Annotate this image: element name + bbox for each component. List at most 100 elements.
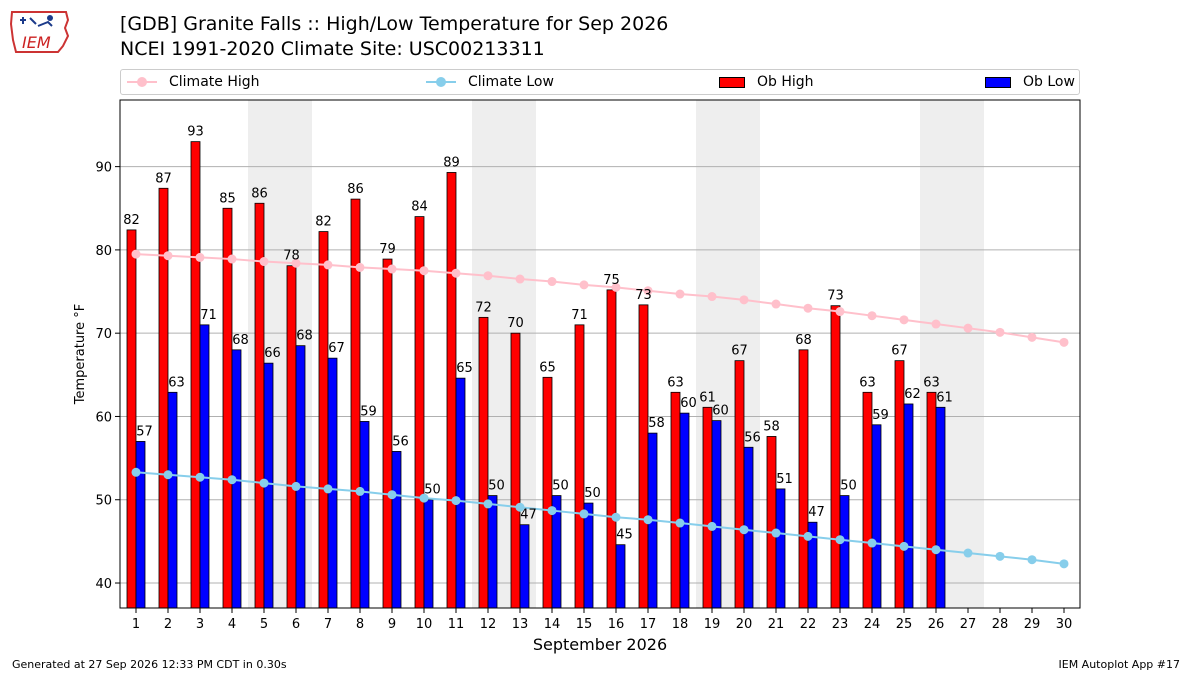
iem-logo: IEM <box>8 6 72 58</box>
ob-low-value-label: 50 <box>840 479 857 494</box>
y-tick-label: 60 <box>95 410 112 425</box>
ob-low-value-label: 68 <box>296 329 313 344</box>
ob-high-bar <box>382 258 393 609</box>
legend-swatch-ob-low <box>985 76 1011 88</box>
ob-low-value-label: 66 <box>264 346 281 361</box>
ob-low-value-label: 56 <box>392 434 409 449</box>
ob-high-value-label: 63 <box>859 375 876 390</box>
ob-high-value-label: 82 <box>123 213 140 228</box>
x-tick-label: 15 <box>576 617 593 632</box>
climate-low-point <box>611 512 621 522</box>
legend: Climate High Climate Low Ob High Ob Low <box>120 69 1080 95</box>
ob-high-value-label: 58 <box>763 419 780 434</box>
climate-high-point <box>579 280 589 290</box>
climate-high-point <box>515 274 525 284</box>
legend-item-climate-high: Climate High <box>127 73 260 91</box>
climate-low-point <box>547 506 557 516</box>
climate-high-point <box>259 257 269 267</box>
logo-text: IEM <box>22 33 51 52</box>
ob-low-value-label: 50 <box>488 479 505 494</box>
climate-low-point <box>899 541 909 551</box>
ob-low-bar <box>775 488 786 609</box>
autoplot-app-label: IEM Autoplot App #17 <box>1058 658 1181 671</box>
x-tick-label: 11 <box>448 617 465 632</box>
ob-high-bar <box>510 332 521 609</box>
x-tick-label: 13 <box>512 617 529 632</box>
legend-swatch-climate-low <box>426 77 456 87</box>
y-axis-label: Temperature °F <box>73 304 88 405</box>
climate-high-point <box>323 260 333 270</box>
ob-high-value-label: 73 <box>635 288 652 303</box>
ob-high-bar <box>190 141 201 609</box>
x-tick-label: 21 <box>768 617 785 632</box>
climate-low-point <box>995 551 1005 561</box>
climate-low-point <box>259 478 269 488</box>
climate-high-point <box>291 258 301 268</box>
plot-frame <box>119 99 1081 609</box>
x-tick-label: 26 <box>928 617 945 632</box>
ob-high-value-label: 87 <box>155 171 172 186</box>
ob-low-bar <box>519 524 530 609</box>
ob-high-bar <box>862 391 873 609</box>
climate-low-point <box>483 499 493 509</box>
climate-high-point <box>387 264 397 274</box>
generated-timestamp: Generated at 27 Sep 2026 12:33 PM CDT in… <box>12 658 287 671</box>
climate-low-line <box>135 471 1065 565</box>
ob-low-value-label: 62 <box>904 387 921 402</box>
ob-high-value-label: 72 <box>475 300 492 315</box>
ob-low-bar <box>423 499 434 609</box>
ob-high-bar <box>926 391 937 609</box>
x-tick-label: 20 <box>736 617 753 632</box>
ob-high-value-label: 93 <box>187 125 204 140</box>
ob-low-value-label: 71 <box>200 308 217 323</box>
climate-low-point <box>931 545 941 555</box>
climate-high-point <box>611 282 621 292</box>
x-tick-label: 10 <box>416 617 433 632</box>
climate-high-line <box>135 253 1065 344</box>
ob-low-bar <box>871 424 882 609</box>
climate-low-point <box>835 535 845 545</box>
x-axis-label: September 2026 <box>533 635 667 654</box>
y-tick-label: 70 <box>95 327 112 342</box>
legend-label-climate-low: Climate Low <box>468 74 554 90</box>
x-tick-label: 1 <box>132 617 140 632</box>
climate-high-point <box>355 262 365 272</box>
climate-high-point <box>419 266 429 276</box>
climate-high-point <box>483 271 493 281</box>
ob-low-bar <box>135 441 146 609</box>
x-tick-label: 14 <box>544 617 561 632</box>
ob-high-value-label: 86 <box>347 182 364 197</box>
ob-high-bar <box>542 376 553 609</box>
climate-high-point <box>547 277 557 287</box>
ob-low-bar <box>391 451 402 609</box>
climate-low-point <box>675 518 685 528</box>
climate-high-point <box>899 315 909 325</box>
ob-low-value-label: 56 <box>744 430 761 445</box>
title-line-2: NCEI 1991-2020 Climate Site: USC00213311 <box>120 38 545 60</box>
climate-high-point <box>867 311 877 321</box>
climate-high-point <box>963 323 973 333</box>
ob-high-bar <box>286 265 297 609</box>
x-tick-label: 29 <box>1024 617 1041 632</box>
ob-low-value-label: 59 <box>360 404 377 419</box>
ob-low-bar <box>583 502 594 609</box>
ob-high-bar <box>478 316 489 609</box>
ob-high-bar <box>158 187 169 609</box>
ob-high-value-label: 78 <box>283 249 300 264</box>
ob-high-bar <box>606 289 617 609</box>
climate-high-point <box>803 303 813 313</box>
ob-low-value-label: 50 <box>424 483 441 498</box>
ob-low-bar <box>615 544 626 609</box>
ob-high-value-label: 89 <box>443 155 460 170</box>
y-tick-label: 80 <box>95 244 112 259</box>
ob-high-bar <box>766 436 777 609</box>
climate-high-point <box>451 268 461 278</box>
ob-high-value-label: 63 <box>923 375 940 390</box>
x-tick-label: 28 <box>992 617 1009 632</box>
ob-high-value-label: 63 <box>667 375 684 390</box>
climate-high-point <box>675 289 685 299</box>
climate-high-point <box>195 252 205 262</box>
x-tick-label: 2 <box>164 617 172 632</box>
ob-low-value-label: 57 <box>136 424 153 439</box>
